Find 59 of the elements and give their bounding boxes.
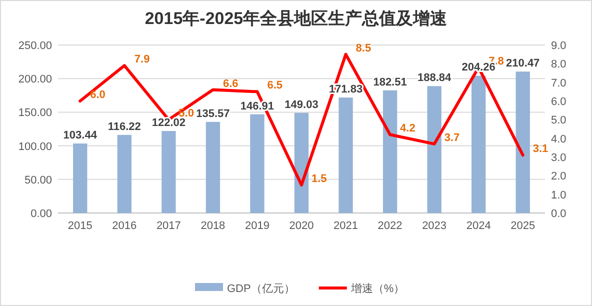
- data-label: 6.5: [267, 80, 283, 92]
- data-label: 3.7: [444, 132, 460, 144]
- bar: [516, 72, 530, 213]
- data-label: 103.44: [63, 129, 98, 142]
- y2-tick-label: 4.0: [551, 133, 566, 146]
- x-tick-label: 2023: [422, 220, 447, 232]
- y2-tick-label: 2.0: [551, 170, 566, 183]
- chart-title: 2015年-2025年全县地区生产总值及增速: [144, 9, 448, 28]
- x-tick-label: 2024: [466, 220, 491, 232]
- data-label: 5.0: [178, 108, 194, 120]
- bar: [294, 112, 309, 213]
- data-label: 188.84: [417, 72, 452, 84]
- y-tick-label: 200.00: [18, 74, 52, 86]
- data-label: 122.02: [152, 117, 186, 130]
- bar: [338, 98, 353, 213]
- y-tick-label: 100.00: [18, 140, 52, 153]
- y-tick-label: 50.00: [24, 174, 52, 186]
- legend-label: GDP（亿元）: [227, 283, 295, 295]
- x-tick-label: 2017: [156, 220, 181, 232]
- y2-tick-label: 7.0: [551, 77, 566, 90]
- x-tick-label: 2020: [289, 220, 314, 232]
- data-label: 149.03: [284, 98, 318, 111]
- x-tick-label: 2025: [510, 220, 536, 232]
- data-label: 8.5: [356, 42, 372, 54]
- data-label: 6.0: [90, 89, 106, 101]
- bar: [427, 86, 442, 213]
- data-label: 116.22: [108, 120, 141, 133]
- y2-tick-label: 1.0: [551, 189, 566, 202]
- y2-tick-label: 3.0: [551, 152, 566, 164]
- bar: [73, 143, 88, 213]
- data-label: 135.57: [196, 108, 230, 120]
- data-label: 210.47: [506, 58, 540, 70]
- y-tick-label: 250.00: [18, 40, 52, 52]
- x-tick-label: 2015: [68, 220, 92, 232]
- bar: [117, 134, 132, 213]
- bar: [472, 76, 486, 213]
- data-label: 1.5: [312, 173, 327, 185]
- data-label: 6.6: [222, 78, 238, 90]
- x-tick-label: 2018: [200, 220, 226, 232]
- x-tick-label: 2016: [112, 220, 137, 232]
- data-label: 3.1: [532, 143, 548, 156]
- bar: [250, 114, 264, 213]
- y2-tick-label: 8.0: [551, 58, 566, 71]
- data-label: 4.2: [400, 122, 416, 135]
- data-label: 182.51: [373, 76, 407, 88]
- y-tick-label: 150.00: [18, 107, 52, 120]
- y2-tick-label: 9.0: [551, 40, 566, 52]
- y2-tick-label: 0.0: [551, 208, 566, 220]
- x-tick-label: 2022: [378, 220, 402, 232]
- bar: [162, 131, 176, 213]
- x-tick-label: 2019: [244, 220, 270, 232]
- legend-label: 增速（%）: [350, 282, 405, 295]
- x-tick-label: 2021: [334, 220, 358, 232]
- data-label: 7.9: [134, 54, 150, 66]
- y-tick-label: 0.00: [30, 208, 52, 220]
- bar: [382, 90, 398, 213]
- y2-tick-label: 5.0: [551, 114, 566, 127]
- bar: [206, 122, 220, 213]
- y2-tick-label: 6.0: [551, 96, 566, 108]
